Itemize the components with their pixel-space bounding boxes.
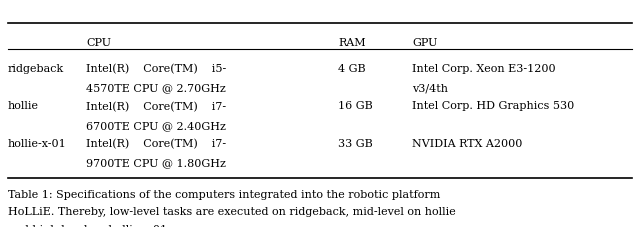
Text: hollie-x-01: hollie-x-01 <box>8 138 67 148</box>
Text: CPU: CPU <box>86 37 111 47</box>
Text: NVIDIA RTX A2000: NVIDIA RTX A2000 <box>412 138 522 148</box>
Text: 4 GB: 4 GB <box>338 64 365 74</box>
Text: and high-level on hollie-x-01.: and high-level on hollie-x-01. <box>8 224 170 227</box>
Text: Table 1: Specifications of the computers integrated into the robotic platform: Table 1: Specifications of the computers… <box>8 190 440 200</box>
Text: 4570TE CPU @ 2.70GHz: 4570TE CPU @ 2.70GHz <box>86 83 226 93</box>
Text: hollie: hollie <box>8 101 38 111</box>
Text: RAM: RAM <box>338 37 365 47</box>
Text: Intel Corp. HD Graphics 530: Intel Corp. HD Graphics 530 <box>412 101 575 111</box>
Text: ridgeback: ridgeback <box>8 64 64 74</box>
Text: 6700TE CPU @ 2.40GHz: 6700TE CPU @ 2.40GHz <box>86 120 227 130</box>
Text: 33 GB: 33 GB <box>338 138 372 148</box>
Text: GPU: GPU <box>412 37 438 47</box>
Text: Intel(R)    Core(TM)    i5-: Intel(R) Core(TM) i5- <box>86 64 227 74</box>
Text: v3/4th: v3/4th <box>412 83 448 93</box>
Text: Intel Corp. Xeon E3-1200: Intel Corp. Xeon E3-1200 <box>412 64 556 74</box>
Text: Intel(R)    Core(TM)    i7-: Intel(R) Core(TM) i7- <box>86 138 227 149</box>
Text: HoLLiE. Thereby, low-level tasks are executed on ridgeback, mid-level on hollie: HoLLiE. Thereby, low-level tasks are exe… <box>8 207 456 217</box>
Text: 16 GB: 16 GB <box>338 101 372 111</box>
Text: 9700TE CPU @ 1.80GHz: 9700TE CPU @ 1.80GHz <box>86 158 227 168</box>
Text: Intel(R)    Core(TM)    i7-: Intel(R) Core(TM) i7- <box>86 101 227 111</box>
